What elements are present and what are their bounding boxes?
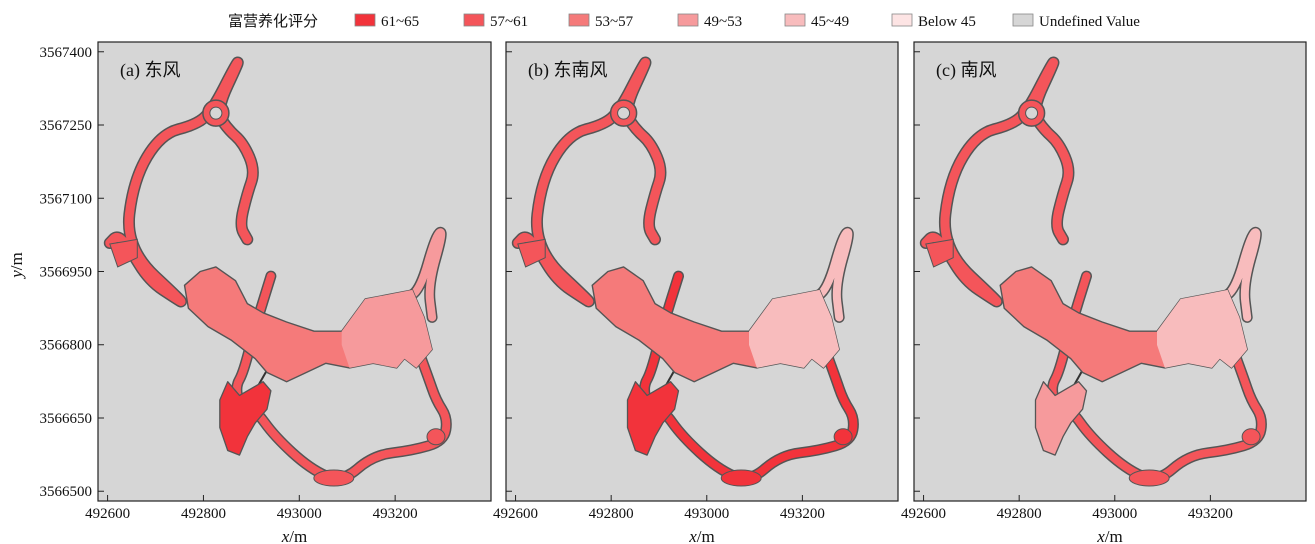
x-tick-label: 492800 — [589, 506, 634, 522]
y-axis-var: y — [7, 270, 26, 280]
southwest-bay — [219, 381, 272, 456]
legend-swatch — [463, 13, 485, 27]
legend-swatch — [677, 13, 699, 27]
x-axis-var: x — [1096, 527, 1105, 544]
west-inlet — [109, 238, 138, 268]
legend-swatch — [354, 13, 376, 27]
panel-label: (c) 南风 — [936, 60, 996, 81]
ring-island-center — [617, 106, 631, 120]
x-axis-unit: /m — [1105, 527, 1123, 544]
x-tick-label: 493200 — [1188, 506, 1233, 522]
y-tick-label: 3567250 — [40, 118, 93, 134]
northern-channel — [513, 58, 665, 306]
panels: (a) 东风 492600 492800 493000 493200 3567400 356… — [7, 41, 1307, 544]
x-tick-label: 492800 — [181, 506, 226, 522]
x-tick-label: 492600 — [493, 506, 538, 522]
x-tick-label: 493200 — [373, 506, 418, 522]
northern-channel — [105, 58, 258, 306]
southeast-bay — [426, 428, 446, 446]
y-tick-label: 3566800 — [40, 338, 93, 354]
x-tick-label: 493000 — [1092, 506, 1137, 522]
legend-swatch — [891, 13, 913, 27]
south-bay — [720, 469, 762, 487]
legend-label: 61~65 — [381, 14, 419, 30]
legend: 富营养化评分 61~65 57~61 53~57 49~53 45~49 Below 45 U… — [228, 12, 1140, 30]
x-tick-label: 493200 — [780, 506, 825, 522]
legend-title: 富营养化评分 — [228, 12, 318, 30]
southeast-bay — [1241, 428, 1261, 446]
ring-island-center — [209, 106, 223, 120]
x-axis-title: x/m — [688, 527, 715, 544]
x-tick-label: 492800 — [997, 506, 1042, 522]
map-panel: (c) 南风 492600 492800 493000 493200 x/m — [901, 41, 1307, 544]
legend-swatch — [1012, 13, 1034, 27]
legend-swatch — [784, 13, 806, 27]
legend-label: 49~53 — [704, 14, 742, 30]
x-axis-unit: /m — [289, 527, 307, 544]
southeast-bay — [833, 428, 853, 446]
legend-label: 57~61 — [490, 14, 528, 30]
panel-label: (a) 东风 — [120, 60, 180, 81]
south-bay — [1128, 469, 1170, 487]
x-tick-label: 493000 — [684, 506, 729, 522]
legend-swatch — [568, 13, 590, 27]
legend-label: 45~49 — [811, 14, 849, 30]
legend-label: Below 45 — [918, 14, 976, 30]
legend-label: 53~57 — [595, 14, 634, 30]
x-axis-title: x/m — [281, 527, 308, 544]
panel-label: (b) 东南风 — [528, 60, 608, 81]
y-axis-title: y/m — [7, 252, 26, 280]
legend-label: Undefined Value — [1039, 14, 1140, 30]
southwest-bay — [626, 381, 680, 456]
west-inlet — [925, 238, 954, 268]
map-panel: (b) 东南风 492600 492800 493000 493200 x/m — [493, 41, 899, 544]
northern-channel — [921, 58, 1073, 306]
y-tick-label: 3566650 — [40, 411, 93, 427]
y-tick-label: 3566950 — [40, 265, 93, 281]
x-tick-label: 492600 — [901, 506, 946, 522]
eastern-bay — [1157, 289, 1248, 368]
x-tick-label: 492600 — [85, 506, 130, 522]
west-inlet — [517, 238, 546, 268]
x-axis-unit: /m — [697, 527, 715, 544]
x-axis-var: x — [688, 527, 697, 544]
map-panel: (a) 东风 492600 492800 493000 493200 3567400 356… — [7, 41, 492, 544]
x-tick-label: 493000 — [277, 506, 322, 522]
y-axis-unit: /m — [7, 252, 26, 270]
y-tick-label: 3567100 — [40, 191, 93, 207]
south-bay — [313, 469, 355, 487]
y-tick-label: 3567400 — [40, 45, 93, 61]
southwest-bay — [1034, 381, 1088, 456]
ring-island-center — [1025, 106, 1039, 120]
eastern-bay — [749, 289, 840, 368]
x-axis-var: x — [281, 527, 290, 544]
x-axis-title: x/m — [1096, 527, 1123, 544]
eastern-bay — [341, 289, 433, 368]
y-tick-label: 3566500 — [40, 484, 93, 500]
